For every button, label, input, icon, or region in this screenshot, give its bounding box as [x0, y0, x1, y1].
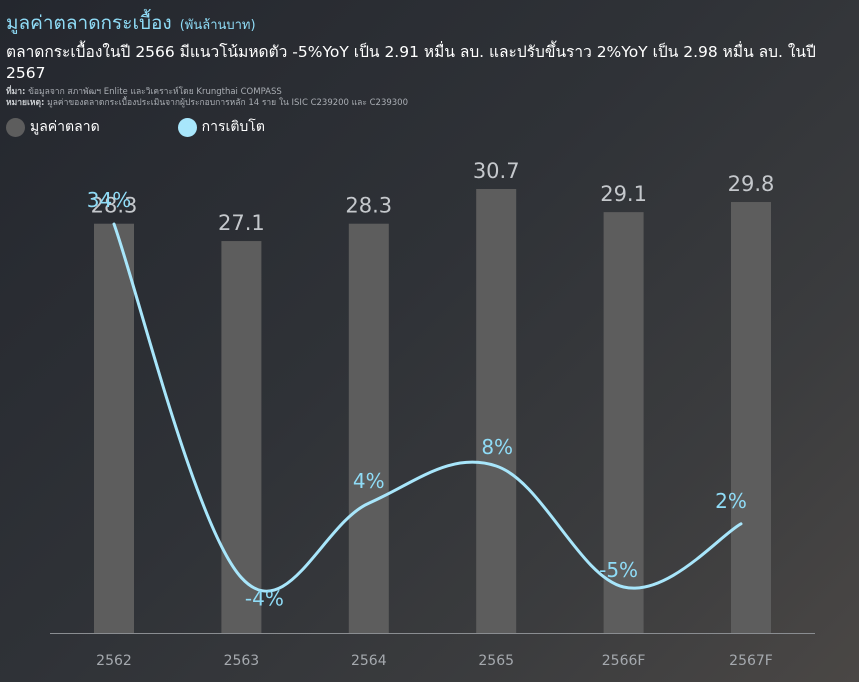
- title-row: มูลค่าตลาดกระเบื้อง (พันล้านบาท): [6, 8, 851, 38]
- x-tick-label-2563: 2563: [224, 653, 260, 669]
- x-tick-label-2565: 2565: [478, 653, 514, 669]
- bar-value-label-2567F: 29.8: [728, 172, 775, 196]
- growth-label-2567F: 2%: [715, 489, 747, 513]
- legend-swatch-growth: [177, 117, 197, 137]
- chart-header: มูลค่าตลาดกระเบื้อง (พันล้านบาท) ตลาดกระ…: [6, 8, 851, 109]
- remark-note: หมายเหตุ: มูลค่าของตลาดกระเบื้องประเมินจ…: [6, 98, 851, 109]
- bar-2562: [94, 223, 134, 634]
- bar-value-label-2566F: 29.1: [600, 182, 647, 206]
- growth-label-2565: 8%: [481, 435, 513, 459]
- growth-label-2563: -4%: [245, 587, 284, 611]
- bar-value-label-2565: 30.7: [473, 159, 520, 183]
- chart-subtitle: ตลาดกระเบื้องในปี 2566 มีแนวโน้มหดตัว -5…: [6, 43, 816, 82]
- bar-2563: [221, 241, 262, 634]
- x-tick-label-2566F: 2566F: [602, 653, 646, 669]
- legend-item-market-value: มูลค่าตลาด: [6, 116, 100, 138]
- source-text: ข้อมูลจาก สภาพัฒฯ Enlite และวิเคราะห์โดย…: [28, 87, 282, 97]
- chart-title: มูลค่าตลาดกระเบื้อง: [6, 12, 172, 34]
- bar-2567F: [731, 202, 771, 633]
- legend-label-market-value: มูลค่าตลาด: [30, 119, 100, 135]
- x-tick-label-2564: 2564: [351, 653, 387, 669]
- x-tick-label-2567F: 2567F: [729, 653, 773, 669]
- growth-label-2562: 34%: [87, 188, 131, 212]
- legend-item-growth: การเติบโต: [177, 116, 265, 138]
- bar-2565: [476, 189, 517, 633]
- bar-2564: [348, 223, 389, 634]
- note-text: มูลค่าของตลาดกระเบื้องประเมินจากผู้ประกอ…: [47, 98, 408, 108]
- growth-label-2564: 4%: [353, 469, 385, 493]
- note-label: หมายเหตุ:: [6, 98, 45, 108]
- growth-line: [112, 222, 743, 593]
- chart-unit: (พันล้านบาท): [179, 18, 256, 33]
- source-note: ที่มา: ข้อมูลจาก สภาพัฒฯ Enlite และวิเคร…: [6, 87, 851, 98]
- bar-value-label-2563: 27.1: [218, 211, 265, 235]
- legend: มูลค่าตลาด การเติบโต: [6, 116, 343, 138]
- source-label: ที่มา:: [6, 87, 26, 97]
- bar-value-label-2562: 28.3: [91, 194, 138, 218]
- x-tick-label-2562: 2562: [96, 653, 132, 669]
- legend-swatch-market-value: [6, 117, 25, 137]
- bar-2566F: [603, 212, 644, 633]
- growth-label-2566F: -5%: [599, 558, 638, 582]
- legend-label-growth: การเติบโต: [201, 119, 265, 135]
- bar-value-label-2564: 28.3: [345, 194, 392, 218]
- notes: ที่มา: ข้อมูลจาก สภาพัฒฯ Enlite และวิเคร…: [6, 87, 851, 109]
